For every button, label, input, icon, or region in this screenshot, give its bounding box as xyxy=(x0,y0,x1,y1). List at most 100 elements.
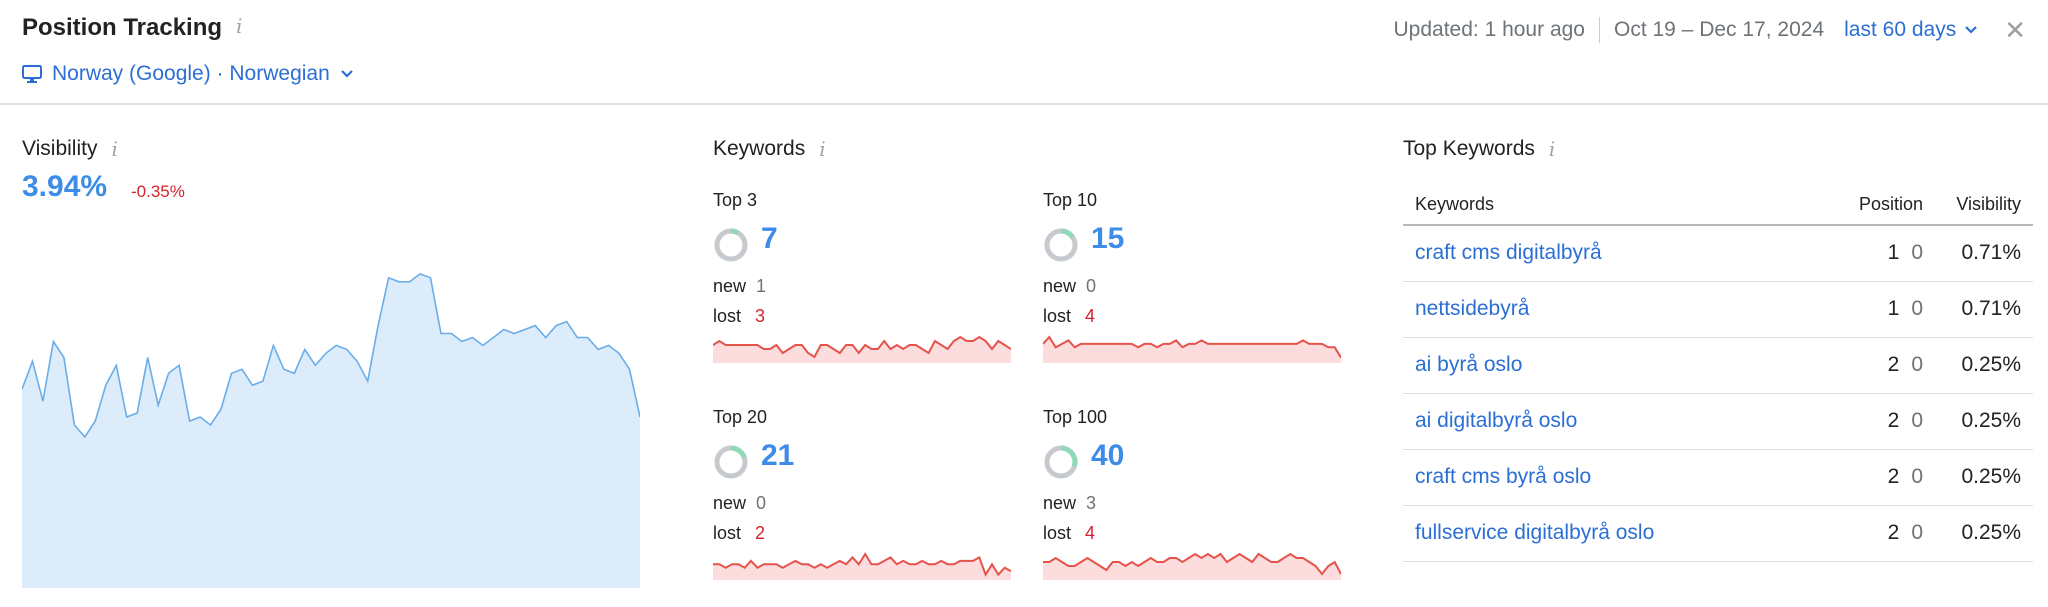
keyword-sparkline xyxy=(1043,335,1341,363)
keyword-block: Top 3 7 new 1 lost 3 xyxy=(713,190,1013,390)
lost-label: lost xyxy=(1043,523,1072,543)
sparkline-line xyxy=(1043,552,1341,576)
position-diff: 0 xyxy=(1911,241,1923,265)
new-label: new xyxy=(1043,493,1077,513)
position-value: 1 xyxy=(1887,297,1900,320)
new-value: 0 xyxy=(1086,276,1097,296)
top-keywords-title: Top Keywords xyxy=(1403,137,1535,160)
donut-share xyxy=(1044,228,1078,262)
keyword-link[interactable]: craft cms digitalbyrå xyxy=(1403,225,1813,282)
keywords-section-title: Keywords i xyxy=(713,137,826,161)
donut-share xyxy=(714,445,748,479)
column-header-position[interactable]: Position xyxy=(1813,185,1933,226)
keyword-group-label: Top 100 xyxy=(1043,407,1108,427)
info-icon[interactable]: i xyxy=(819,137,826,161)
chevron-down-icon xyxy=(1965,26,1977,34)
donut-share xyxy=(714,228,748,262)
sparkline-line xyxy=(1043,335,1341,359)
chevron-down-icon xyxy=(341,70,353,78)
location-label: Norway (Google) · Norwegian xyxy=(52,62,330,85)
separator xyxy=(1598,17,1600,43)
keyword-count[interactable]: 15 xyxy=(1091,222,1125,255)
new-value: 0 xyxy=(756,493,767,513)
visibility-cell: 0.71% xyxy=(1933,225,2033,282)
donut-icon xyxy=(714,445,748,479)
keyword-count[interactable]: 7 xyxy=(761,222,778,255)
updated-text: Updated: 1 hour ago xyxy=(1393,18,1585,41)
period-dropdown[interactable]: last 60 days xyxy=(1844,18,1978,42)
lost-value: 4 xyxy=(1085,306,1096,326)
visibility-cell: 0.25% xyxy=(1933,393,2033,450)
donut-track xyxy=(714,228,748,262)
location-selector[interactable]: Norway (Google) · Norwegian xyxy=(22,62,354,86)
position-diff: 0 xyxy=(1911,409,1923,432)
position-diff: 0 xyxy=(1911,521,1923,544)
lost-row: lost 4 xyxy=(1043,306,1095,327)
visibility-cell: 0.71% xyxy=(1933,281,2033,338)
period-label: last 60 days xyxy=(1844,18,1957,41)
info-icon[interactable]: i xyxy=(236,14,243,38)
keyword-link[interactable]: nettsidebyrå xyxy=(1403,281,1813,338)
position-value: 2 xyxy=(1887,353,1900,376)
visibility-chart[interactable] xyxy=(22,250,640,588)
keyword-link[interactable]: craft cms byrå oslo xyxy=(1403,449,1813,506)
info-icon[interactable]: i xyxy=(1548,137,1556,161)
position-value: 2 xyxy=(1887,409,1900,432)
donut-icon xyxy=(1044,445,1078,479)
visibility-section-title: Visibility i xyxy=(22,137,118,161)
visibility-area xyxy=(22,273,640,588)
lost-value: 3 xyxy=(755,306,766,326)
visibility-cell: 0.25% xyxy=(1933,505,2033,562)
lost-row: lost 2 xyxy=(713,523,765,544)
donut-icon xyxy=(1044,228,1078,262)
position-diff: 0 xyxy=(1911,353,1923,376)
lost-label: lost xyxy=(713,306,742,326)
new-row: new 3 xyxy=(1043,493,1096,514)
position-value: 1 xyxy=(1887,241,1900,265)
top-keywords-section-title: Top Keywords i xyxy=(1403,137,1555,161)
keyword-group-label: Top 20 xyxy=(713,407,768,427)
lost-value: 2 xyxy=(755,523,766,543)
new-row: new 0 xyxy=(713,493,766,514)
visibility-line xyxy=(22,272,640,439)
position-value: 2 xyxy=(1887,521,1900,544)
close-icon[interactable]: ✕ xyxy=(2004,15,2026,45)
lost-value: 4 xyxy=(1085,523,1096,543)
keyword-link[interactable]: ai byrå oslo xyxy=(1403,337,1813,394)
keyword-link[interactable]: fullservice digitalbyrå oslo xyxy=(1403,505,1813,562)
top-keywords-table: Keywords Position Visibility craft cms d… xyxy=(1403,185,2033,562)
table-header-row: Keywords Position Visibility xyxy=(1403,185,2033,226)
sparkline-line xyxy=(713,552,1011,577)
donut-share xyxy=(1044,445,1078,479)
sparkline-area xyxy=(713,554,1011,580)
new-value: 1 xyxy=(756,276,767,296)
keyword-count[interactable]: 40 xyxy=(1091,439,1125,472)
keyword-sparkline xyxy=(713,335,1011,363)
keyword-link[interactable]: ai digitalbyrå oslo xyxy=(1403,393,1813,450)
keyword-count[interactable]: 21 xyxy=(761,439,795,472)
info-icon[interactable]: i xyxy=(111,137,118,161)
visibility-value: 3.94% xyxy=(22,170,108,203)
sparkline-area xyxy=(1043,554,1341,580)
visibility-change: -0.35% xyxy=(131,182,185,201)
visibility-title: Visibility xyxy=(22,137,98,160)
keywords-title: Keywords xyxy=(713,137,806,160)
column-header-visibility[interactable]: Visibility xyxy=(1933,185,2033,226)
visibility-cell: 0.25% xyxy=(1933,449,2033,506)
new-value: 3 xyxy=(1086,493,1097,513)
page-title: Position Tracking xyxy=(22,14,223,41)
keyword-block: Top 10 15 new 0 lost 4 xyxy=(1043,190,1343,390)
new-row: new 0 xyxy=(1043,276,1096,297)
keyword-group-label: Top 3 xyxy=(713,190,758,210)
new-label: new xyxy=(713,276,747,296)
column-header-keywords[interactable]: Keywords xyxy=(1403,185,1813,226)
position-value: 2 xyxy=(1887,465,1900,488)
